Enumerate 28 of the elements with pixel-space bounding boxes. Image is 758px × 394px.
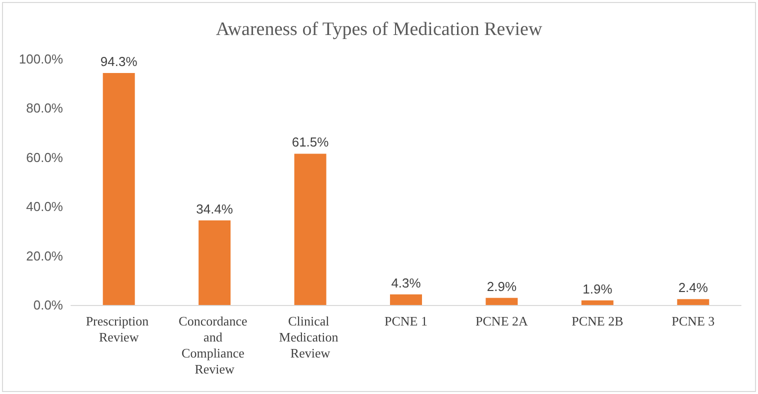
bar (294, 154, 326, 305)
x-tick-label: Concordance and Compliance Review (178, 314, 250, 376)
x-tick-label: PCNE 3 (672, 314, 715, 328)
y-tick-label: 40.0% (26, 199, 64, 214)
bar (677, 299, 710, 305)
data-label: 1.9% (582, 281, 613, 296)
data-label: 34.4% (196, 201, 234, 216)
bar (102, 73, 135, 305)
y-tick-label: 60.0% (26, 150, 64, 165)
y-tick-label: 80.0% (26, 100, 64, 116)
data-label: 2.9% (486, 278, 517, 294)
x-tick-label: PCNE 1 (384, 314, 428, 328)
bar (486, 298, 518, 305)
x-tick-label: Prescription Review (86, 314, 152, 344)
bar (198, 220, 231, 305)
data-label: 2.4% (678, 280, 708, 296)
chart-title: Awareness of Types of Medication Review (216, 19, 542, 40)
y-tick-label: 20.0% (26, 248, 64, 264)
x-tick-label: Clinical Medication Review (279, 314, 342, 360)
bar (581, 300, 614, 305)
x-tick-label: PCNE 2B (572, 314, 624, 328)
data-label: 61.5% (292, 134, 330, 150)
x-tick-label: PCNE 2A (476, 314, 529, 328)
data-label: 4.3% (391, 275, 422, 290)
data-label: 94.3% (100, 54, 138, 70)
y-tick-label: 0.0% (33, 298, 64, 312)
y-tick-label: 100.0% (18, 52, 64, 66)
bar (390, 294, 422, 305)
